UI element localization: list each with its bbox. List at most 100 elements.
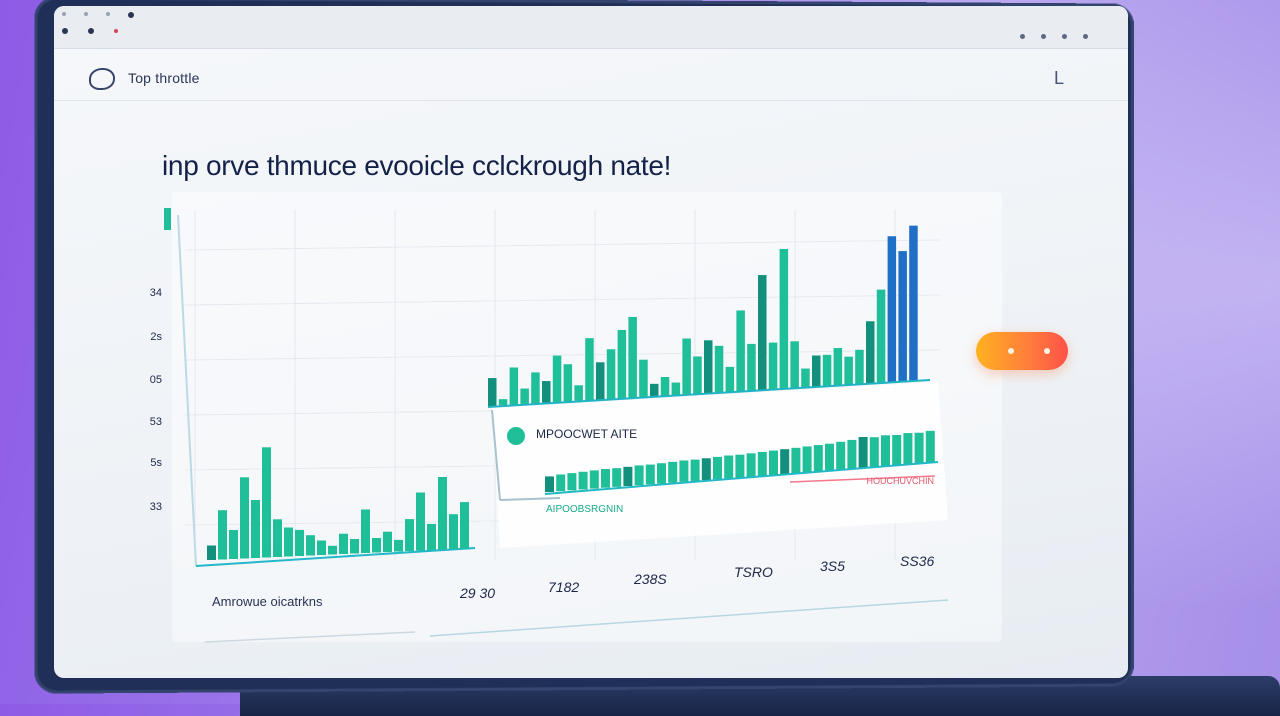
chart-bar <box>914 432 924 464</box>
chart-bar <box>207 545 216 560</box>
chart-bar <box>585 338 594 401</box>
logo-icon[interactable] <box>89 68 115 90</box>
record-icon[interactable] <box>114 29 118 33</box>
axis-marker <box>164 208 171 230</box>
chart-bar <box>350 539 359 554</box>
stat-value: 29 30 <box>459 585 495 601</box>
chart-bar <box>701 458 711 481</box>
app-header: Top throttle L <box>54 48 1128 101</box>
chart-bar <box>612 468 622 487</box>
chart-bar <box>898 251 907 382</box>
sublabel-left: AIPOOBSRGNIN <box>546 504 623 515</box>
chart-bar <box>887 236 897 382</box>
tab-dot-icon[interactable] <box>62 12 66 16</box>
chart-bar <box>704 340 713 393</box>
chart-bar <box>671 382 681 395</box>
chart-bar <box>628 316 637 398</box>
inset-axis <box>499 497 561 501</box>
chart-bar <box>855 349 864 384</box>
chart-bar <box>531 372 540 404</box>
chart-bar <box>416 492 425 551</box>
chart-bar <box>509 367 519 405</box>
tab-active-icon[interactable] <box>128 12 134 18</box>
chart-bar <box>881 435 890 467</box>
chart-bar <box>682 338 691 395</box>
chart-bar <box>822 354 832 386</box>
chart-bar <box>780 449 790 475</box>
stat-value: TSRO <box>734 564 773 580</box>
chart-bar <box>668 461 678 483</box>
chart-bar <box>563 364 573 402</box>
chart-bar <box>768 342 778 390</box>
inset-redline <box>789 475 936 483</box>
chart-bar <box>328 545 337 555</box>
toggle-dot-icon <box>1008 348 1014 354</box>
chart-bar <box>769 450 778 475</box>
inset-axis <box>491 409 501 501</box>
menu-icon[interactable] <box>1083 34 1088 39</box>
tab-strip <box>62 12 134 18</box>
sublabel-right: HOUCHUVCHIN <box>867 476 935 486</box>
chart-bar <box>488 378 497 406</box>
chart-bar <box>556 474 566 492</box>
chart-bar <box>844 356 853 385</box>
chart-bar <box>394 539 403 552</box>
chart-bar <box>757 451 767 476</box>
headline: inp orve thmuce evooicle cclckrough nate… <box>162 150 672 181</box>
chart-bar <box>295 529 304 556</box>
chart-bar <box>790 341 799 388</box>
y-tick-label: 53 <box>150 416 162 428</box>
chart-bar <box>925 430 935 464</box>
extension-icon[interactable] <box>1020 34 1025 39</box>
chart-bar <box>869 437 879 468</box>
chart-bar <box>866 321 875 384</box>
profile-icon[interactable] <box>1062 34 1067 39</box>
chart-bar <box>812 355 821 387</box>
laptop-screen: Top throttle L inp orve thmuce evooicle … <box>54 6 1128 678</box>
y-tick-label: 33 <box>150 501 162 513</box>
y-tick-label: 2s <box>150 331 162 343</box>
chart-bar <box>574 385 583 401</box>
chart-bar <box>273 519 282 557</box>
chart-bar <box>567 473 577 491</box>
bottom-divider <box>204 631 416 643</box>
chart-bar <box>460 502 469 549</box>
reload-icon[interactable] <box>88 28 94 34</box>
legend-icon <box>507 427 525 445</box>
user-menu-icon[interactable]: L <box>1053 68 1064 88</box>
chart-bar <box>542 381 551 403</box>
bottom-label: Amrowue oicatrkns <box>212 594 323 609</box>
extension-icon[interactable] <box>1041 34 1046 39</box>
chart-bar <box>589 470 599 489</box>
chart-bar <box>876 289 886 383</box>
chart-bar <box>449 514 458 549</box>
chart-bar <box>825 443 834 471</box>
chart-bar <box>724 455 734 479</box>
chart-bar <box>639 359 648 397</box>
x-axis <box>195 547 476 567</box>
chart-bar <box>617 330 627 399</box>
chart-bar <box>634 465 644 486</box>
chart-bar <box>802 446 812 473</box>
chart-bar <box>679 460 689 482</box>
chart-bar <box>578 471 588 490</box>
legend-title: MPOOCWET AITE <box>536 427 637 441</box>
chart-bar <box>383 531 392 552</box>
y-axis <box>177 214 197 567</box>
chart-bar <box>836 441 846 470</box>
y-tick-label: 05 <box>150 374 162 386</box>
chart-bar <box>623 466 633 487</box>
back-icon[interactable] <box>62 28 68 34</box>
stat-value: 238S <box>633 571 667 587</box>
stat-value: 7182 <box>548 579 579 595</box>
cta-toggle-button[interactable] <box>976 332 1068 370</box>
gridline <box>184 239 941 251</box>
chart-bar <box>240 477 249 559</box>
stat-value: SS36 <box>900 553 934 569</box>
tab-dot-icon[interactable] <box>84 12 88 16</box>
bottom-divider <box>429 599 949 637</box>
tab-dot-icon[interactable] <box>106 12 110 16</box>
browser-bar <box>54 6 1128 49</box>
chart-bar <box>746 453 756 477</box>
